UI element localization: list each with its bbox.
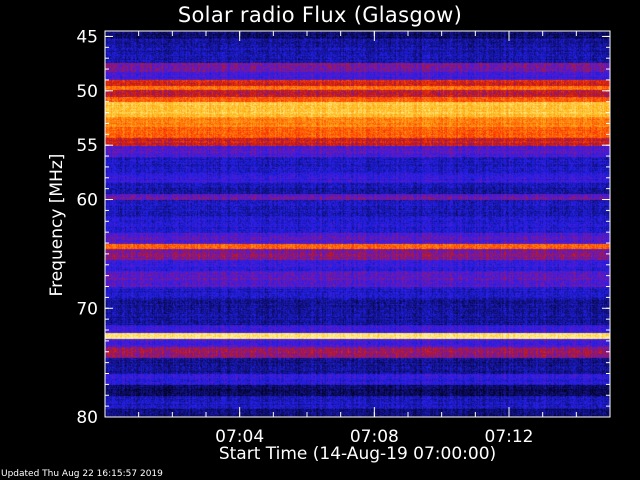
y-tick-label: 45: [76, 27, 98, 47]
y-tick-label: 70: [76, 299, 98, 319]
y-tick-label: 80: [76, 408, 98, 428]
y-tick-label: 55: [76, 136, 98, 156]
updated-timestamp: Updated Thu Aug 22 16:15:57 2019: [1, 469, 163, 479]
chart-title: Solar radio Flux (Glasgow): [177, 3, 463, 27]
x-tick-label: 07:12: [485, 427, 534, 447]
x-tick-label: 07:04: [215, 427, 264, 447]
x-axis-label: Start Time (14-Aug-19 07:00:00): [218, 444, 497, 464]
y-axis-label: Frequency [MHz]: [47, 153, 67, 297]
x-tick-label: 07:08: [350, 427, 399, 447]
spectrogram-heatmap: [105, 31, 610, 417]
plot-border: [104, 30, 611, 418]
y-tick-label: 60: [76, 191, 98, 211]
y-tick-label: 50: [76, 82, 98, 102]
